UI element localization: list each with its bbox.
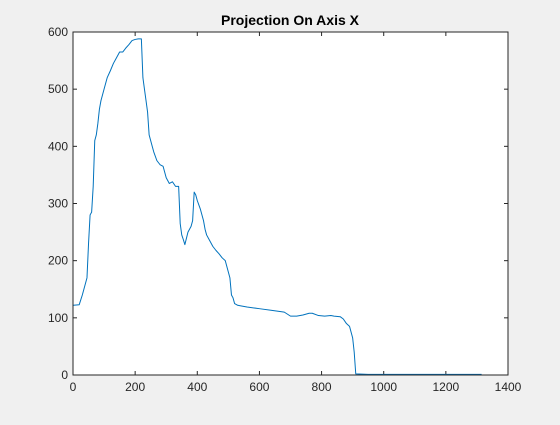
x-tick-label: 1400 [495, 380, 522, 394]
y-tick-label: 0 [61, 368, 68, 382]
x-tick-label: 0 [70, 380, 77, 394]
y-tick-label: 200 [48, 254, 68, 268]
x-tick-label: 800 [312, 380, 332, 394]
x-tick-label: 200 [125, 380, 145, 394]
plot-area [73, 32, 508, 375]
x-tick-labels: 0 200 400 600 800 1000 1200 1400 [70, 380, 522, 394]
x-tick-label: 1000 [370, 380, 397, 394]
series-group [73, 38, 482, 375]
x-tick-label: 1200 [433, 380, 460, 394]
plot-frame [72, 31, 509, 376]
y-tick-label: 400 [48, 139, 68, 153]
x-tick-label: 400 [187, 380, 207, 394]
y-tick-label: 300 [48, 197, 68, 211]
y-tick-label: 500 [48, 82, 68, 96]
y-tick-labels: 0 100 200 300 400 500 600 [48, 25, 68, 382]
series-line-0 [73, 38, 482, 375]
chart-title: Projection On Axis X [221, 12, 360, 28]
y-tick-label: 100 [48, 311, 68, 325]
y-tick-label: 600 [48, 25, 68, 39]
x-tick-label: 600 [249, 380, 269, 394]
